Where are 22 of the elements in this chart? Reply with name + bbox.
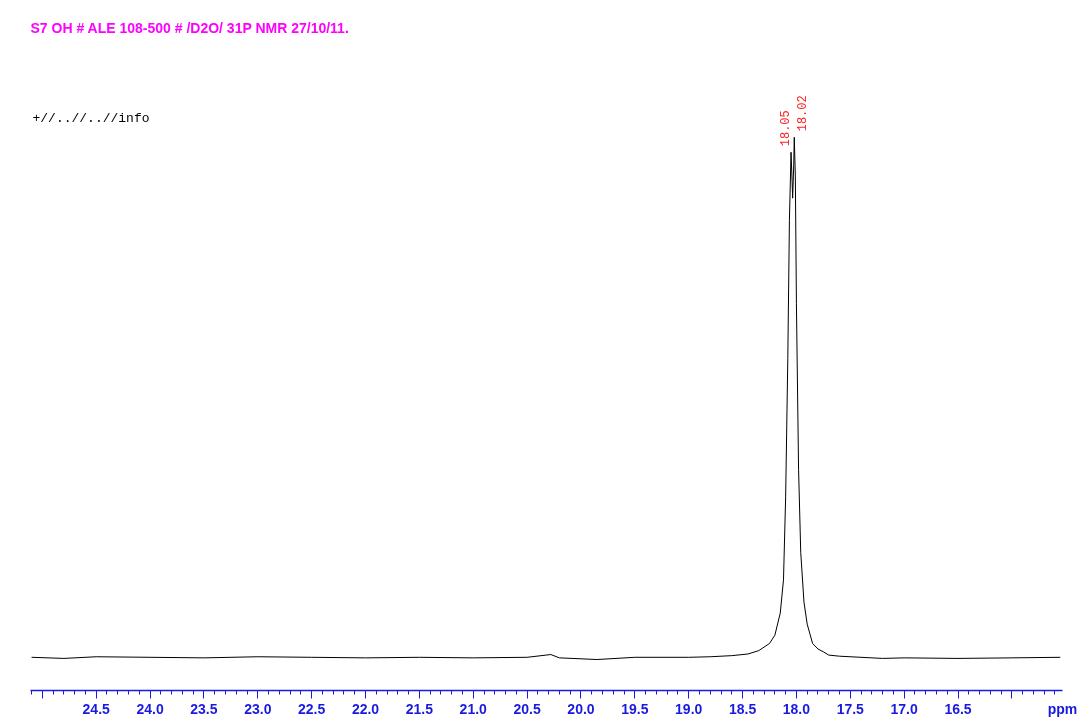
x-tick-label: 23.5 — [190, 700, 218, 717]
annotation: 18.05 — [778, 110, 793, 147]
x-tick-label: 18.0 — [782, 700, 811, 717]
x-tick-label: 20.5 — [513, 700, 541, 717]
x-tick-label: 17.5 — [836, 700, 865, 717]
x-tick-label: 22.5 — [298, 700, 326, 717]
x-tick-label: 17.0 — [890, 700, 918, 717]
x-tick-label: 16.5 — [944, 700, 972, 717]
annotation: 18.02 — [795, 95, 810, 132]
x-tick-label: 19.5 — [621, 700, 649, 717]
text: +//..//..//info — [32, 110, 150, 126]
x-tick-label: 24.5 — [82, 700, 111, 717]
x-tick-label: 21.0 — [459, 700, 488, 717]
x-tick-label: 22.0 — [351, 700, 380, 717]
x-tick-label: 18.5 — [728, 700, 757, 717]
chart-title: S7 OH # ALE 108-500 # /D2O/ 31P NMR 27/10/11. — [30, 19, 349, 36]
x-tick-label: 19.0 — [675, 700, 703, 717]
x-tick-label: 23.0 — [244, 700, 272, 717]
x-axis-title: ppm — [1047, 700, 1078, 717]
x-tick-label: 21.5 — [405, 700, 434, 717]
x-tick-label: 20.0 — [567, 700, 595, 717]
x-tick-label: 24.0 — [136, 700, 164, 717]
